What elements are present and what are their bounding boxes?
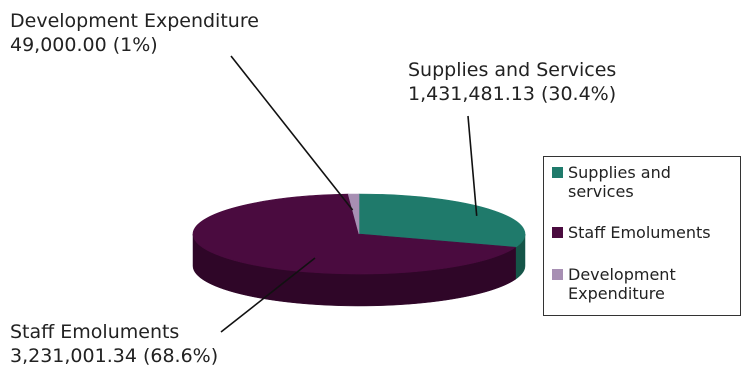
callout-development-expenditure: Development Expenditure 49,000.00 (1%) [10,9,259,57]
leader-line-development [230,55,354,211]
legend-label-staff: Staff Emoluments [568,223,711,242]
legend-label-supplies: Supplies and services [568,163,671,201]
chart-legend: Supplies and services Staff Emoluments D… [543,156,741,316]
pie-slice-staff-emoluments [192,193,517,275]
callout-staff-amount: 3,231,001.34 (68.6%) [10,345,219,367]
pie-slice-development-expenditure [347,193,360,235]
callout-staff-name: Staff Emoluments [10,321,180,343]
legend-item-development: Development Expenditure [552,265,738,303]
leader-line-supplies [467,115,478,216]
pie-slice-supplies-and-services [358,193,526,248]
legend-item-staff: Staff Emoluments [552,223,738,242]
legend-item-supplies: Supplies and services [552,163,738,201]
legend-swatch-development [552,269,563,280]
legend-label-development: Development Expenditure [568,265,676,303]
leader-line-staff [220,257,316,333]
callout-supplies-and-services: Supplies and Services 1,431,481.13 (30.4… [408,58,616,106]
legend-swatch-supplies [552,167,563,178]
callout-development-amount: 49,000.00 (1%) [10,34,158,56]
callout-supplies-amount: 1,431,481.13 (30.4%) [408,83,617,105]
legend-swatch-staff [552,227,563,238]
callout-staff-emoluments: Staff Emoluments 3,231,001.34 (68.6%) [10,320,218,368]
callout-development-name: Development Expenditure [10,10,259,32]
callout-supplies-name: Supplies and Services [408,59,617,81]
